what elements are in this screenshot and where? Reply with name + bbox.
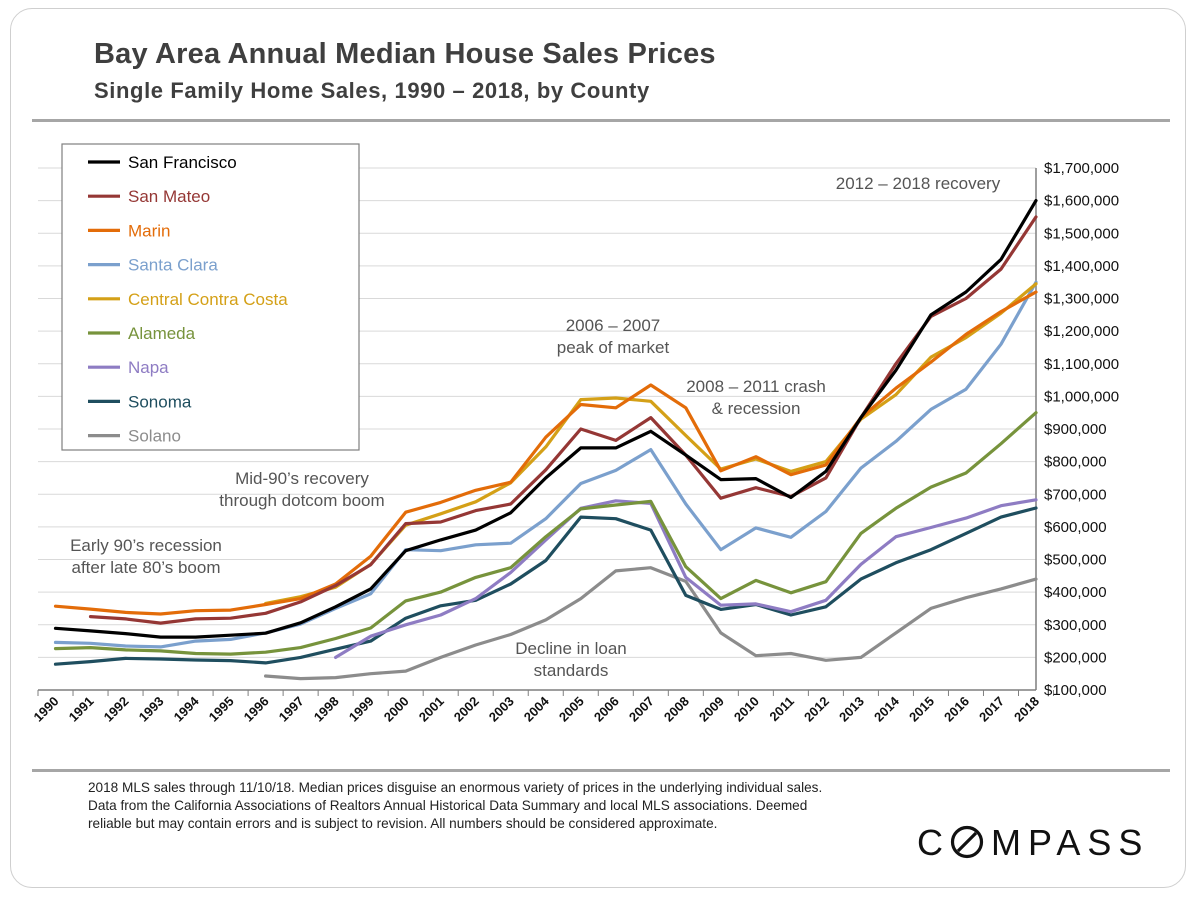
series-line-san-mateo <box>88 215 1038 625</box>
series-line-solano <box>264 566 1038 681</box>
y-tick-label: $400,000 <box>1044 584 1107 601</box>
x-tick-label: 2015 <box>906 694 937 725</box>
x-tick-label: 2012 <box>801 694 832 725</box>
x-tick-label: 2002 <box>451 694 482 725</box>
x-tick-label: 1990 <box>31 694 62 725</box>
series-line-sonoma <box>53 506 1038 666</box>
x-axis-tick-labels: 1990 1991 1992 1993 1994 1995 1996 1997 1998 1999… <box>31 693 1043 725</box>
annotation-text: through dotcom boom <box>219 491 384 510</box>
y-axis-tick-labels: $100,000 $200,000 $300,000 $400,000 $500,000… <box>1044 160 1119 699</box>
chart-subtitle: Single Family Home Sales, 1990 – 2018, b… <box>94 78 650 103</box>
y-tick-label: $1,000,000 <box>1044 388 1119 405</box>
y-tick-label: $1,100,000 <box>1044 356 1119 373</box>
y-tick-label: $1,700,000 <box>1044 160 1119 177</box>
y-tick-label: $1,600,000 <box>1044 193 1119 210</box>
x-tick-label: 1997 <box>276 694 307 725</box>
logo-text-end: MPASS <box>991 822 1150 863</box>
x-tick-label: 2006 <box>591 694 622 725</box>
x-tick-label: 2011 <box>766 694 797 725</box>
x-tick-label: 1991 <box>66 694 97 725</box>
annotation-text: & recession <box>712 399 801 418</box>
footer-divider <box>32 769 1170 772</box>
annotation-text: after late 80’s boom <box>72 558 221 577</box>
legend-label: San Francisco <box>128 153 237 172</box>
x-tick-label: 2013 <box>836 694 867 725</box>
annotation-text: peak of market <box>557 338 670 357</box>
x-tick-label: 2005 <box>556 694 587 725</box>
x-tick-label: 2003 <box>486 694 517 725</box>
x-tick-label: 2018 <box>1011 694 1042 725</box>
legend-label: Alameda <box>128 324 196 343</box>
series-lines <box>53 199 1038 681</box>
y-tick-label: $600,000 <box>1044 519 1107 536</box>
y-tick-label: $900,000 <box>1044 421 1107 438</box>
x-tick-label: 1996 <box>241 694 272 725</box>
annotation-text: 2006 – 2007 <box>566 316 661 335</box>
y-tick-label: $100,000 <box>1044 682 1107 699</box>
header-divider <box>32 119 1170 122</box>
legend-label: Napa <box>128 358 169 377</box>
legend-label: Sonoma <box>128 392 192 411</box>
y-tick-label: $1,300,000 <box>1044 291 1119 308</box>
annotation-text: Mid-90’s recovery <box>235 469 369 488</box>
y-tick-label: $1,200,000 <box>1044 323 1119 340</box>
y-tick-label: $700,000 <box>1044 486 1107 503</box>
y-tick-label: $200,000 <box>1044 649 1107 666</box>
series-line-santa-clara <box>53 280 1038 649</box>
legend-label: Solano <box>128 427 181 446</box>
x-tick-label: 1994 <box>171 693 203 725</box>
chart-axes <box>37 168 1055 696</box>
x-tick-label: 1998 <box>311 694 342 725</box>
footnote-text: 2018 MLS sales through 11/10/18. Median … <box>88 780 823 831</box>
y-tick-label: $500,000 <box>1044 552 1107 569</box>
chart-title: Bay Area Annual Median House Sales Price… <box>94 38 716 70</box>
x-tick-label: 2008 <box>661 694 692 725</box>
y-tick-label: $300,000 <box>1044 617 1107 634</box>
y-tick-label: $1,500,000 <box>1044 225 1119 242</box>
x-tick-label: 2007 <box>626 694 657 725</box>
x-tick-label: 2014 <box>871 693 903 725</box>
series-line-marin <box>53 290 1038 616</box>
annotation-text: Early 90’s recession <box>70 536 222 555</box>
x-tick-label: 1995 <box>206 694 237 725</box>
compass-o-logo-icon <box>950 825 984 859</box>
x-tick-label: 1992 <box>101 694 132 725</box>
annotation-text: 2012 – 2018 recovery <box>836 174 1001 193</box>
annotation-text: 2008 – 2011 crash <box>686 377 826 396</box>
x-tick-label: 2016 <box>941 694 972 725</box>
legend-label: San Mateo <box>128 187 210 206</box>
legend-label: Marin <box>128 221 171 240</box>
logo-text-start: C <box>917 822 950 863</box>
y-tick-label: $1,400,000 <box>1044 258 1119 275</box>
annotation-text: Decline in loan <box>515 639 627 658</box>
legend-label: Santa Clara <box>128 256 218 275</box>
x-tick-label: 2017 <box>976 694 1007 725</box>
x-tick-label: 1993 <box>136 694 167 725</box>
chart-annotations: 2012 – 2018 recovery 2006 – 2007 peak of m… <box>70 174 1001 680</box>
x-tick-label: 1999 <box>346 694 377 725</box>
chart-legend: San Francisco San Mateo Marin Santa Clara Ce… <box>61 143 360 451</box>
series-line-alameda <box>53 411 1038 656</box>
series-line-napa <box>334 498 1038 659</box>
legend-label: Central Contra Costa <box>128 290 288 309</box>
x-tick-label: 2009 <box>696 694 727 725</box>
annotation-text: standards <box>534 661 609 680</box>
x-tick-label: 2004 <box>521 693 553 725</box>
x-tick-label: 2000 <box>381 694 412 725</box>
x-tick-label: 2001 <box>416 694 447 725</box>
y-tick-label: $800,000 <box>1044 454 1107 471</box>
line-chart: $100,000 $200,000 $300,000 $400,000 $500,000… <box>31 143 1119 725</box>
x-tick-label: 2010 <box>731 694 762 725</box>
compass-logo: C MPASS <box>917 822 1149 864</box>
series-line-san-francisco <box>53 199 1038 639</box>
